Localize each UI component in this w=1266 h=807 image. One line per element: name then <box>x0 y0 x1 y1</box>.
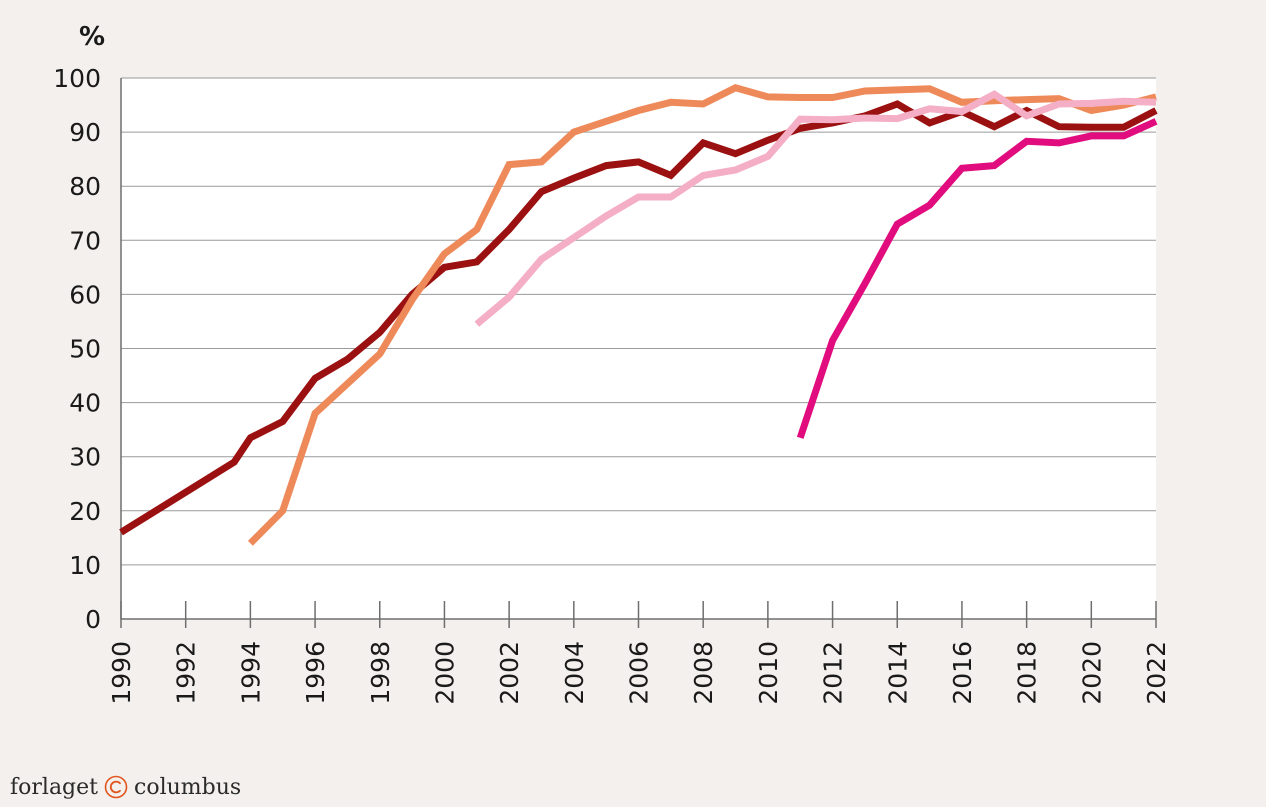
y-tick-label: 20 <box>69 497 101 526</box>
x-tick-label: 1996 <box>301 641 330 705</box>
data-series <box>119 83 1158 546</box>
x-tick-label: 2020 <box>1077 641 1106 705</box>
publisher-name-right: columbus <box>134 774 242 800</box>
y-tick-label: 10 <box>69 551 101 580</box>
y-tick-label: 30 <box>69 443 101 472</box>
x-tick-label: 2010 <box>754 641 783 705</box>
y-tick-label: 90 <box>69 118 101 147</box>
tick-labels: 0 10 20 30 40 50 60 70 80 90 100 1990 1992 1994 1996 19… <box>53 64 1171 705</box>
y-tick-label: 80 <box>69 172 101 201</box>
y-tick-label: 40 <box>69 389 101 418</box>
x-tick-label: 2004 <box>560 641 589 705</box>
x-tick-label: 2002 <box>495 641 524 705</box>
x-tick-label: 1992 <box>172 641 201 705</box>
x-tick-label: 2000 <box>430 641 459 705</box>
x-tick-label: 2006 <box>625 641 654 705</box>
y-tick-label: 70 <box>69 226 101 255</box>
publisher-logo-icon <box>104 775 128 799</box>
x-tick-label: 2016 <box>948 641 977 705</box>
x-tick-label: 2008 <box>689 641 718 705</box>
y-axis-unit-label: % <box>79 22 105 52</box>
publisher-footer: forlaget columbus <box>10 770 241 804</box>
series-line-3 <box>474 90 1157 327</box>
y-tick-label: 60 <box>69 280 101 309</box>
x-tick-label: 2022 <box>1142 641 1171 705</box>
x-tick-label: 1994 <box>236 641 265 705</box>
x-tick-label: 2018 <box>1013 641 1042 705</box>
x-tick-label: 2014 <box>883 641 912 705</box>
y-tick-label: 0 <box>85 605 101 634</box>
series-line-1 <box>119 100 1158 536</box>
x-tick-label: 2012 <box>819 641 848 705</box>
x-tick-label: 1998 <box>366 641 395 705</box>
publisher-name-left: forlaget <box>10 774 98 800</box>
series-line-4 <box>796 118 1158 439</box>
y-tick-label: 50 <box>69 335 101 364</box>
grid-lines <box>121 77 1156 566</box>
y-tick-label: 100 <box>53 64 101 93</box>
x-tick-label: 1990 <box>107 641 136 705</box>
